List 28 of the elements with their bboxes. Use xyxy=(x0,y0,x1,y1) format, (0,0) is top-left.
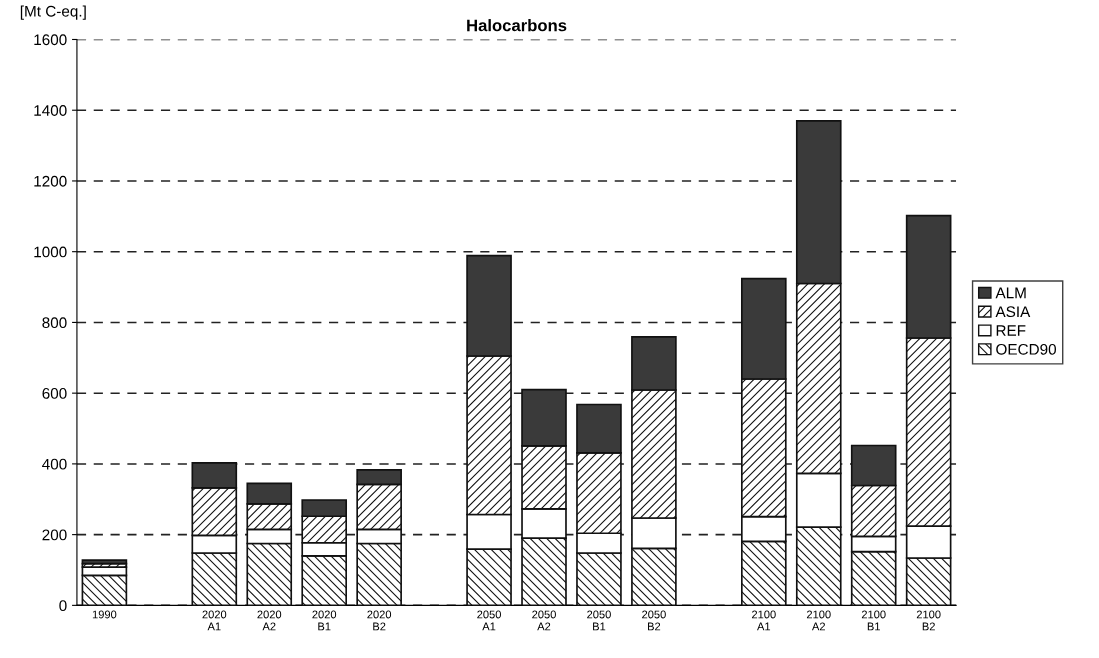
legend-label: ASIA xyxy=(995,306,1031,318)
y-tick-label: 1000 xyxy=(34,246,67,258)
y-tick-label: 0 xyxy=(59,600,67,612)
x-tick-label: 2050 A1 xyxy=(477,610,501,631)
y-tick-label: 400 xyxy=(42,458,67,470)
x-tick-label: 2050 B1 xyxy=(587,610,611,631)
x-tick-label: 2050 A2 xyxy=(532,610,556,631)
y-tick-label: 1200 xyxy=(34,175,67,187)
legend-label: OECD90 xyxy=(996,343,1057,355)
legend-label: REF xyxy=(996,325,1026,336)
x-tick-label: 2100 A2 xyxy=(806,610,831,631)
x-tick-label: 2100 A1 xyxy=(752,610,776,631)
y-tick-label: 600 xyxy=(42,388,67,399)
y-tick-label: 200 xyxy=(42,529,67,541)
x-tick-label: 2020 B1 xyxy=(312,610,337,631)
x-tick-label: 1990 xyxy=(92,610,117,619)
x-tick-label: 2050 B2 xyxy=(642,610,666,631)
y-tick-label: 1400 xyxy=(34,105,67,116)
x-tick-label: 2020 A2 xyxy=(257,610,282,631)
x-tick-label: 2100 B1 xyxy=(861,610,886,631)
x-tick-label: 2100 B2 xyxy=(916,610,941,631)
x-tick-label: 2020 B2 xyxy=(367,610,392,631)
chart-title: Halocarbons xyxy=(467,19,567,32)
y-tick-label: 800 xyxy=(42,317,67,329)
y-tick-label: 1600 xyxy=(34,34,67,46)
y-axis-title: [Mt C-eq.] xyxy=(20,5,86,20)
legend-label: ALM xyxy=(995,287,1026,299)
x-tick-label: 2020 A1 xyxy=(202,610,227,631)
